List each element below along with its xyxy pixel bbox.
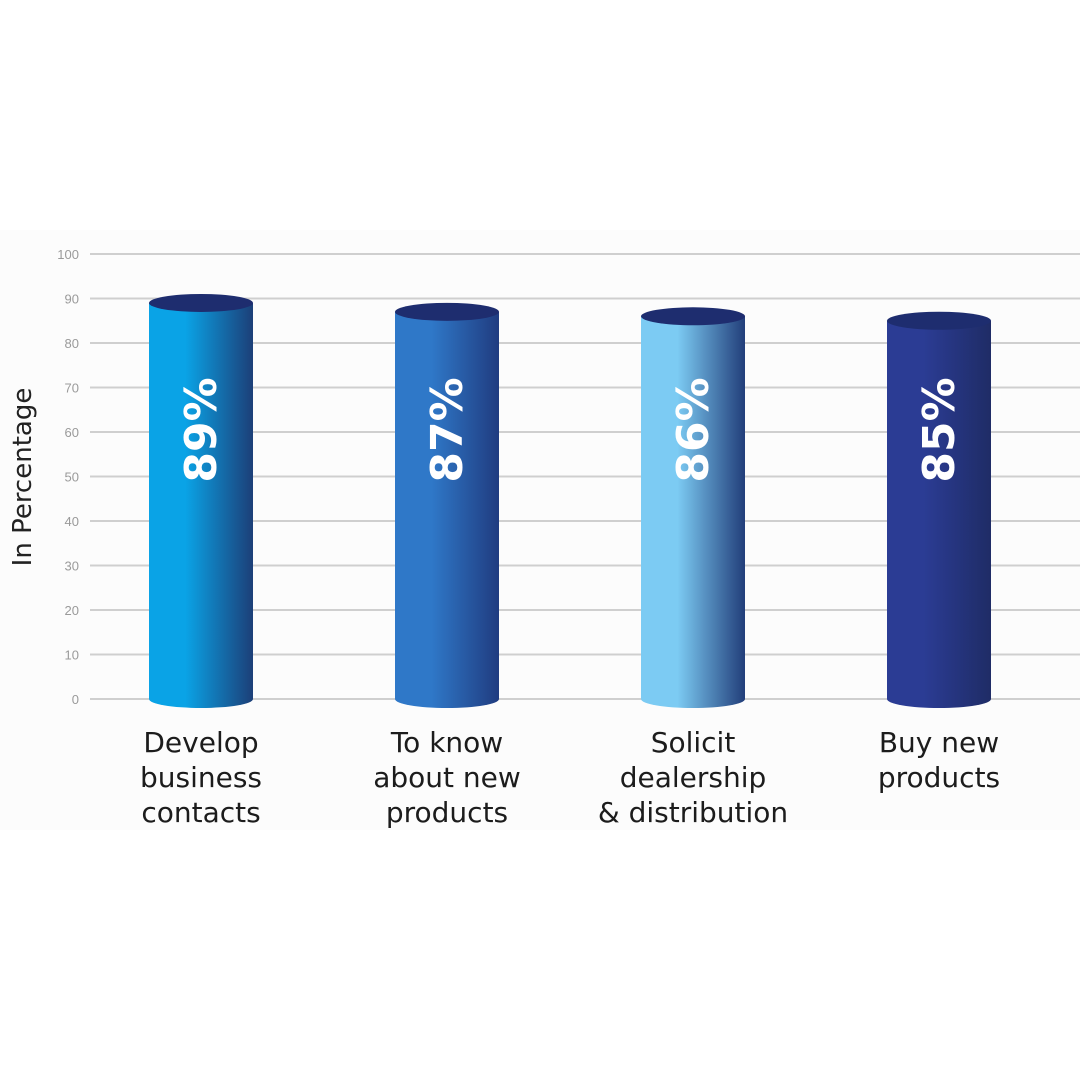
y-tick-label: 30: [65, 559, 79, 574]
y-tick-label: 0: [72, 692, 79, 707]
y-tick-label: 100: [57, 247, 79, 262]
bar: 87%: [395, 302, 499, 708]
x-category-label: Solicit dealership & distribution: [598, 726, 788, 829]
bars: 89% 87% 86% 85%: [149, 293, 991, 708]
bar-top: [395, 302, 499, 321]
bar-top: [641, 307, 745, 326]
bar: 89%: [149, 293, 253, 708]
y-axis-title: In Percentage: [8, 388, 38, 567]
y-tick-label: 70: [65, 381, 79, 396]
bar-body: [887, 320, 991, 708]
x-category-label: Develop business contacts: [140, 726, 262, 829]
bar-body: [395, 311, 499, 708]
bar-top: [149, 293, 253, 312]
y-tick-label: 50: [65, 470, 79, 485]
grid: [90, 253, 1080, 700]
y-tick-label: 10: [65, 648, 79, 663]
bar-value-label: 85%: [914, 377, 965, 482]
y-tick-label: 40: [65, 514, 79, 529]
bar-value-label: 86%: [668, 377, 719, 482]
bar-top: [887, 311, 991, 330]
y-axis-ticks: 0 10 20 30 40 50 60 70 80 90 100: [57, 247, 79, 707]
x-category-label: Buy new products: [878, 726, 1000, 794]
y-tick-label: 20: [65, 603, 79, 618]
bar-body: [149, 302, 253, 708]
y-tick-label: 90: [65, 292, 79, 307]
bar: 85%: [887, 311, 991, 708]
bar-value-label: 89%: [176, 377, 227, 482]
y-tick-label: 80: [65, 336, 79, 351]
bar: 86%: [641, 307, 745, 708]
y-tick-label: 60: [65, 425, 79, 440]
bar-value-label: 87%: [422, 377, 473, 482]
x-category-label: To know about new products: [373, 726, 521, 829]
x-axis-labels: Develop business contacts To know about new p…: [140, 726, 1000, 829]
bar-body: [641, 316, 745, 708]
